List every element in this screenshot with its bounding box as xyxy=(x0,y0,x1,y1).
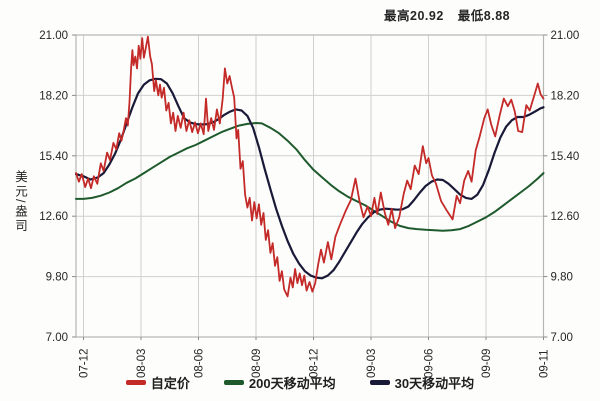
price-line-swatch xyxy=(125,380,146,385)
legend-item-ma30: 30天移动平均 xyxy=(369,373,475,392)
y-tick-label-right: 12.60 xyxy=(551,211,580,223)
high-value-label: 最高20.92 xyxy=(384,9,444,23)
y-tick-label-right: 21.00 xyxy=(551,30,580,42)
series-line-2 xyxy=(75,77,545,280)
y-tick-label-right: 15.40 xyxy=(551,151,580,163)
x-tick-label: 08-03 xyxy=(136,349,148,378)
legend-item-price: 自定价 xyxy=(125,373,190,392)
y-tick-label-left: 9.80 xyxy=(46,272,68,284)
low-value-label: 最低8.88 xyxy=(457,9,511,23)
y-axis-title: 美元/盎司 xyxy=(13,170,27,234)
legend-item-ma200: 200天移动平均 xyxy=(223,373,336,392)
y-tick-label-left: 21.00 xyxy=(39,30,68,42)
ma200-line-swatch xyxy=(223,380,244,385)
x-tick-label: 09-03 xyxy=(366,349,378,378)
x-tick-label: 09-11 xyxy=(539,349,551,378)
y-tick-label-left: 12.60 xyxy=(39,211,68,223)
plot-border xyxy=(75,34,545,338)
y-tick-label-left: 15.40 xyxy=(39,151,68,163)
y-tick-label-left: 18.20 xyxy=(39,90,68,102)
ma30-line-swatch xyxy=(369,380,390,385)
chart-legend: 自定价 200天移动平均 30天移动平均 xyxy=(0,373,600,392)
high-low-readout: 最高20.92 最低8.88 xyxy=(384,5,524,24)
y-tick-label-right: 7.00 xyxy=(551,332,573,344)
x-tick-label: 09-09 xyxy=(481,349,493,378)
x-tick-label: 08-12 xyxy=(309,349,321,378)
y-tick-label-left: 7.00 xyxy=(46,332,68,344)
series-line-0 xyxy=(75,35,545,298)
series-line-1 xyxy=(75,122,545,232)
x-tick-label: 09-06 xyxy=(424,349,436,378)
x-tick-label: 08-06 xyxy=(194,349,206,378)
x-tick-label: 08-09 xyxy=(251,349,263,378)
legend-label-price: 自定价 xyxy=(150,376,190,391)
legend-label-ma30: 30天移动平均 xyxy=(394,376,475,391)
y-tick-label-right: 9.80 xyxy=(551,272,573,284)
y-tick-label-right: 18.20 xyxy=(551,90,580,102)
legend-label-ma200: 200天移动平均 xyxy=(248,376,336,391)
x-tick-label: 07-12 xyxy=(79,349,91,378)
